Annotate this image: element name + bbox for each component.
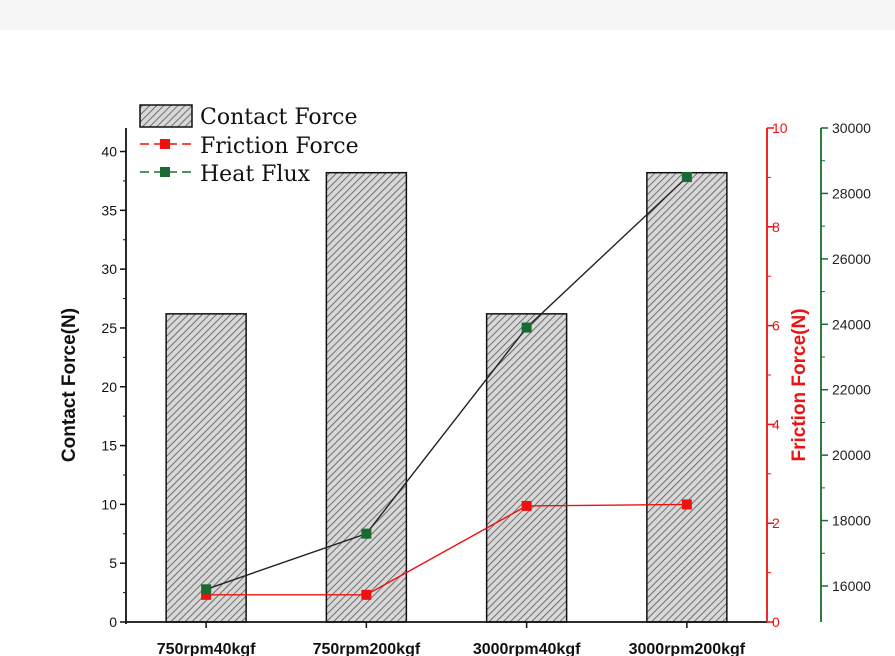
left-axis-tick-label: 15 <box>101 438 117 454</box>
right-axis-friction-tick-label: 0 <box>772 614 780 630</box>
legend-swatch-contact-force <box>139 104 193 128</box>
right-axis-friction-tick-label: 6 <box>772 318 780 334</box>
x-axis-tick-label: 3000rpm40kgf <box>473 641 581 656</box>
left-axis-tick-label: 40 <box>101 144 117 160</box>
legend-marker-heat-flux <box>160 167 170 177</box>
legend-label-friction-force: Friction Force <box>200 134 359 159</box>
right-axis-title-friction: Friction Force(N) <box>789 308 810 461</box>
bars-layer <box>165 171 728 623</box>
point-heat-flux <box>521 322 532 333</box>
point-friction-force <box>361 589 372 600</box>
right-axis-heat-flux-tick-label: 22000 <box>832 382 871 398</box>
point-friction-force <box>521 500 532 511</box>
right-axis-heat-flux-tick-label: 28000 <box>832 185 871 201</box>
bar-contact-force <box>165 313 247 623</box>
x-axis-tick-label: 750rpm40kgf <box>157 641 256 656</box>
point-friction-force <box>681 499 692 510</box>
legend-label-heat-flux: Heat Flux <box>200 162 311 187</box>
right-axis-heat-flux-tick-label: 16000 <box>832 578 871 594</box>
line-heat-flux <box>205 176 688 590</box>
right-axis-heat-flux-tick-label: 24000 <box>832 316 871 332</box>
right-axis-friction-tick-label: 2 <box>772 515 780 531</box>
x-axis-tick-label: 3000rpm200kgf <box>629 641 746 656</box>
point-heat-flux <box>201 584 212 595</box>
left-axis-tick-label: 5 <box>109 555 117 571</box>
right-axis-friction-tick-label: 8 <box>772 219 780 235</box>
left-axis-tick-label: 0 <box>109 614 117 630</box>
bar-contact-force <box>325 171 408 623</box>
bar-contact-force <box>485 313 568 623</box>
legend-marker-friction-force <box>160 139 170 149</box>
right-axis-heat-flux-tick-label: 26000 <box>832 251 871 267</box>
left-axis-tick-label: 25 <box>101 320 117 336</box>
point-friction-force <box>201 589 212 600</box>
top-shading <box>0 0 895 30</box>
right-axis-heat-flux-tick-label: 18000 <box>832 513 871 529</box>
right-axis-heat-flux-tick-label: 20000 <box>832 447 871 463</box>
right-axis-friction-tick-label: 10 <box>772 120 788 136</box>
left-axis-tick-label: 30 <box>101 261 117 277</box>
lines-layer <box>201 172 692 600</box>
point-heat-flux <box>361 528 372 539</box>
point-heat-flux <box>681 172 692 183</box>
line-friction-force <box>206 503 687 596</box>
bar-contact-force <box>646 171 728 623</box>
left-axis-tick-label: 20 <box>101 379 117 395</box>
legend: Contact Force Friction Force Heat Flux <box>139 104 359 187</box>
left-axis-title: Contact Force(N) <box>59 308 80 462</box>
left-axis-tick-label: 35 <box>101 202 117 218</box>
left-axis-tick-label: 10 <box>101 496 117 512</box>
legend-label-contact-force: Contact Force <box>200 105 358 130</box>
x-axis-tick-label: 750rpm200kgf <box>313 641 421 656</box>
right-axis-friction-tick-label: 4 <box>772 416 780 432</box>
right-axis-heat-flux-tick-label: 30000 <box>832 120 871 136</box>
